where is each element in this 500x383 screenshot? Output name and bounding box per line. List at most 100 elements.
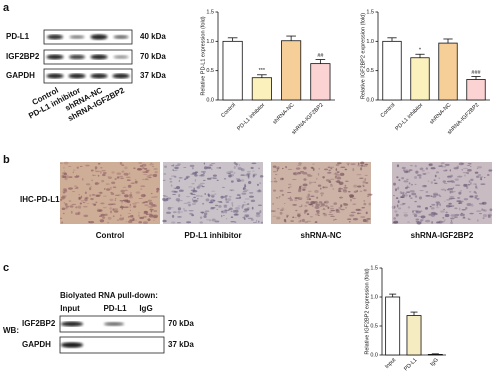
ihc-texture bbox=[153, 196, 158, 198]
ihc-texture bbox=[143, 173, 148, 176]
ihc-texture bbox=[315, 203, 321, 207]
y-tick-label: 1.0 bbox=[366, 39, 374, 45]
ihc-texture bbox=[276, 207, 280, 210]
ihc-texture bbox=[231, 201, 234, 205]
ihc-texture bbox=[114, 178, 117, 180]
ihc-texture bbox=[444, 213, 450, 218]
ihc-texture bbox=[317, 184, 322, 187]
y-axis-label: Relative IGF2BP2 expression (fold) bbox=[364, 268, 370, 354]
ihc-texture bbox=[142, 178, 145, 180]
ihc-texture bbox=[93, 203, 97, 206]
ihc-row-label: IHC-PD-L1 bbox=[20, 195, 60, 204]
ihc-texture bbox=[163, 172, 167, 176]
ihc-texture bbox=[443, 200, 446, 202]
ihc-image bbox=[59, 161, 160, 224]
ihc-texture bbox=[153, 219, 155, 221]
ihc-texture bbox=[329, 208, 335, 210]
ihc-texture bbox=[120, 204, 123, 208]
ihc-texture bbox=[397, 186, 400, 190]
ihc-texture bbox=[217, 200, 222, 203]
ihc-texture bbox=[137, 168, 143, 171]
ihc-texture bbox=[255, 214, 261, 218]
ihc-texture bbox=[456, 165, 460, 169]
ihc-texture bbox=[298, 189, 302, 193]
ihc-texture bbox=[102, 216, 106, 219]
ihc-texture bbox=[230, 221, 235, 223]
ihc-texture bbox=[189, 212, 193, 215]
ihc-texture bbox=[228, 196, 232, 198]
ihc-texture bbox=[414, 200, 417, 203]
ihc-texture bbox=[466, 186, 469, 190]
ihc-texture bbox=[105, 183, 110, 186]
ihc-texture bbox=[148, 201, 153, 206]
ihc-texture bbox=[289, 199, 294, 201]
ihc-texture bbox=[283, 218, 287, 222]
ihc-texture bbox=[328, 180, 332, 183]
ihc-texture bbox=[244, 198, 250, 200]
ihc-texture bbox=[104, 187, 106, 191]
ihc-texture bbox=[352, 203, 357, 205]
ihc-texture bbox=[401, 177, 405, 180]
ihc-image bbox=[270, 161, 373, 224]
significance-label: * bbox=[419, 48, 422, 54]
ihc-texture bbox=[215, 204, 219, 207]
ihc-texture bbox=[295, 209, 298, 212]
ihc-texture bbox=[316, 211, 320, 215]
ihc-texture bbox=[86, 203, 90, 204]
ihc-texture bbox=[347, 163, 349, 166]
ihc-texture bbox=[186, 221, 192, 224]
ihc-texture bbox=[62, 190, 66, 192]
ihc-background bbox=[271, 162, 371, 224]
ihc-texture bbox=[404, 192, 408, 194]
ihc-texture bbox=[352, 197, 356, 200]
ihc-texture bbox=[113, 208, 119, 211]
blot-band bbox=[90, 73, 108, 79]
ihc-texture bbox=[352, 217, 359, 221]
ihc-texture bbox=[258, 189, 261, 193]
ihc-texture bbox=[173, 191, 178, 193]
ihc-texture bbox=[449, 169, 452, 172]
ihc-texture bbox=[129, 182, 135, 184]
ihc-texture bbox=[406, 178, 409, 180]
ihc-texture bbox=[438, 177, 441, 179]
ihc-texture bbox=[240, 179, 245, 182]
ihc-texture bbox=[200, 211, 205, 214]
ihc-texture bbox=[211, 190, 216, 192]
ihc-texture bbox=[363, 189, 367, 191]
ihc-texture bbox=[162, 195, 166, 197]
ihc-texture bbox=[430, 207, 435, 210]
ihc-texture bbox=[407, 221, 411, 223]
blot-box bbox=[43, 49, 133, 65]
ihc-texture bbox=[436, 203, 439, 207]
ihc-texture bbox=[72, 171, 75, 174]
ihc-texture bbox=[302, 188, 306, 191]
ihc-texture bbox=[396, 176, 399, 179]
ihc-texture bbox=[172, 168, 174, 172]
ihc-texture bbox=[229, 207, 233, 211]
significance-label: ## bbox=[317, 53, 324, 59]
ihc-texture bbox=[200, 173, 205, 177]
ihc-texture bbox=[109, 198, 114, 202]
ihc-texture bbox=[423, 185, 427, 187]
ihc-texture bbox=[283, 203, 286, 204]
ihc-texture bbox=[334, 175, 337, 179]
ihc-texture bbox=[323, 168, 329, 171]
ihc-texture bbox=[477, 219, 479, 222]
ihc-texture bbox=[88, 220, 95, 224]
ihc-texture bbox=[76, 186, 79, 189]
ihc-texture bbox=[309, 198, 312, 201]
ihc-texture bbox=[100, 202, 105, 205]
ihc-texture bbox=[63, 188, 67, 190]
ihc-texture bbox=[218, 205, 222, 208]
blot-row-label: GAPDH bbox=[6, 71, 35, 80]
ihc-texture bbox=[151, 196, 155, 198]
ihc-texture bbox=[77, 175, 80, 177]
ihc-texture bbox=[290, 220, 295, 223]
ihc-texture bbox=[293, 172, 298, 176]
error-bar bbox=[443, 38, 453, 44]
ihc-texture bbox=[345, 180, 349, 182]
ihc-texture bbox=[261, 221, 263, 224]
ihc-texture bbox=[203, 172, 205, 175]
ihc-texture bbox=[418, 205, 421, 208]
ihc-texture bbox=[416, 210, 421, 214]
